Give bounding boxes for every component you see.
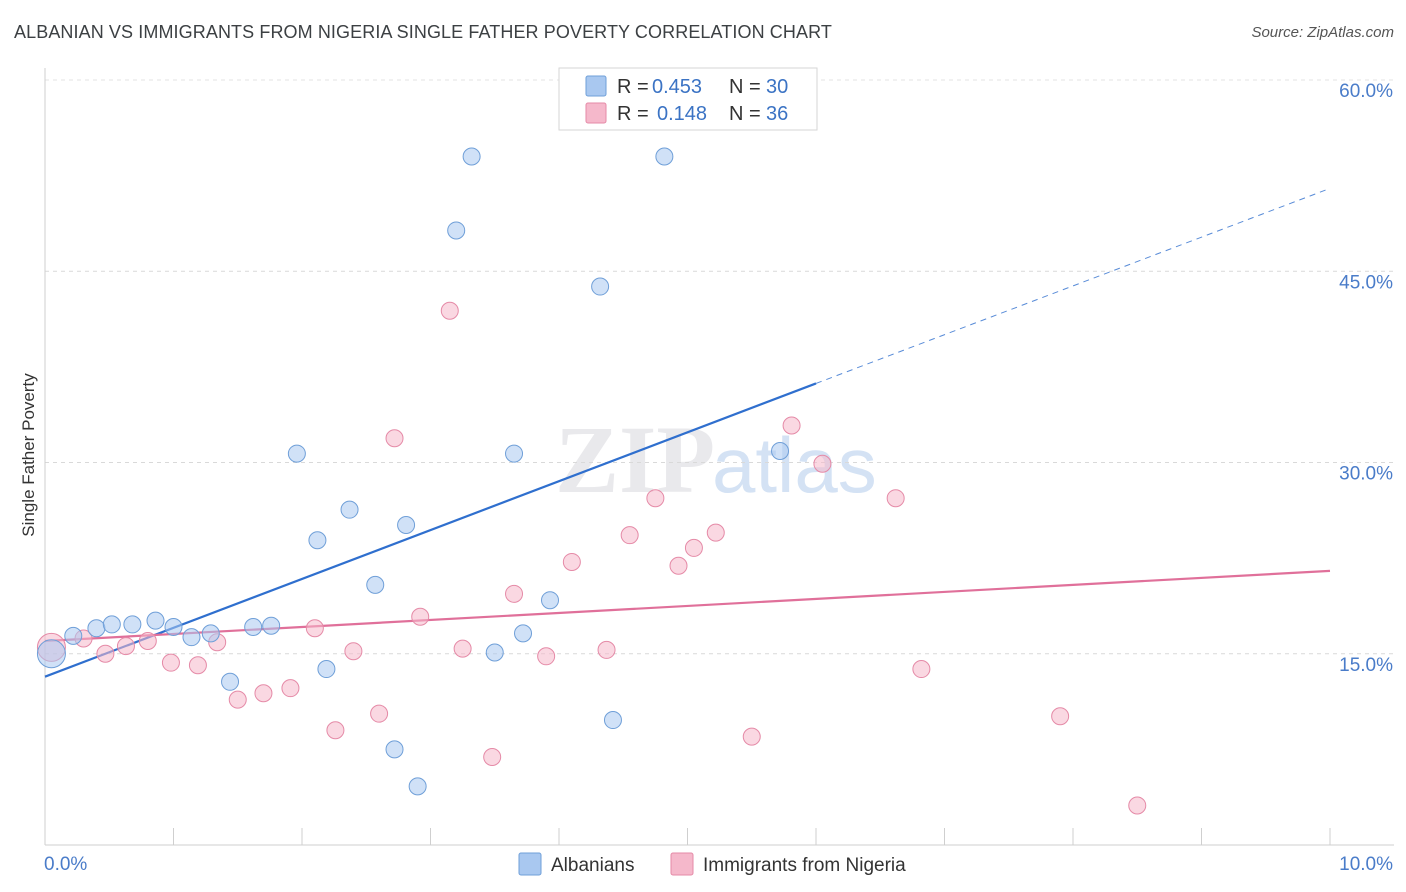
legend-swatch-nigeria <box>585 102 607 124</box>
nigeria-point <box>483 748 502 767</box>
nigeria-point <box>782 416 801 435</box>
albanians-point <box>505 444 524 463</box>
watermark-zip: ZIP <box>555 406 715 513</box>
source-label: Source: ZipAtlas.com <box>1251 24 1394 41</box>
nigeria-point <box>116 637 135 656</box>
trend-line <box>44 382 817 678</box>
nigeria-point <box>742 727 761 746</box>
albanians-point <box>221 672 240 691</box>
albanians-point <box>655 147 674 166</box>
nigeria-point <box>537 647 556 666</box>
albanians-point <box>485 643 504 662</box>
nigeria-point <box>138 632 157 650</box>
tick-labels: 15.0% 30.0% 45.0% 60.0% 0.0% 10.0% <box>44 81 1393 875</box>
legend-n-value: 36 <box>766 103 788 125</box>
nigeria-point <box>886 489 905 508</box>
albanians-point <box>340 500 359 519</box>
albanians-point <box>36 639 66 669</box>
albanians-point <box>771 442 790 461</box>
albanians-point <box>514 624 533 643</box>
nigeria-point <box>305 619 324 638</box>
nigeria-point <box>912 660 931 679</box>
nigeria-point <box>344 642 363 661</box>
nigeria-point <box>1051 707 1070 726</box>
albanians-point <box>244 617 263 636</box>
legend-r-label: R = <box>617 103 649 125</box>
albanians-point <box>385 740 404 759</box>
nigeria-point <box>411 607 430 626</box>
albanians-point <box>541 591 560 610</box>
data-points <box>36 147 1147 815</box>
albanians-point <box>64 626 83 645</box>
series-legend-swatch-albanians <box>518 852 542 876</box>
albanians-point <box>201 624 220 643</box>
series-legend: Albanians Immigrants from Nigeria <box>518 852 906 876</box>
legend-r-value: 0.453 <box>652 76 702 98</box>
albanians-point <box>447 221 466 240</box>
albanians-point <box>308 531 327 550</box>
albanians-point <box>182 628 201 647</box>
nigeria-point <box>96 644 115 663</box>
legend-swatch-albanians <box>585 75 607 97</box>
albanians-point <box>287 444 306 463</box>
axes <box>44 68 1394 846</box>
nigeria-point <box>620 526 639 545</box>
correlation-legend: R = 0.453 N = 30 R = 0.148 N = 36 <box>558 67 818 131</box>
legend-n-label: N = <box>729 76 761 98</box>
albanians-point <box>603 711 622 730</box>
legend-r-label: R = <box>617 76 649 98</box>
nigeria-point <box>254 684 273 703</box>
nigeria-point <box>1128 796 1147 815</box>
watermark-atlas: atlas <box>712 421 877 509</box>
trend-lines <box>44 187 1331 678</box>
albanians-point <box>591 277 610 296</box>
y-tick-label: 15.0% <box>1339 655 1393 676</box>
nigeria-point <box>646 489 665 508</box>
albanians-point <box>146 611 165 630</box>
trend-line-extension <box>815 187 1331 384</box>
series-legend-nigeria: Immigrants from Nigeria <box>703 855 906 876</box>
nigeria-point <box>706 523 725 542</box>
legend-n-label: N = <box>729 103 761 125</box>
albanians-point <box>123 615 142 634</box>
y-axis-label: Single Father Poverty <box>19 373 38 537</box>
y-tick-label: 30.0% <box>1339 464 1393 485</box>
nigeria-point <box>597 640 616 659</box>
grid-lines <box>45 79 1394 655</box>
albanians-point <box>408 777 427 796</box>
y-tick-label: 45.0% <box>1339 272 1393 293</box>
nigeria-point <box>370 704 389 723</box>
nigeria-point <box>228 690 247 709</box>
y-tick-label: 60.0% <box>1339 81 1393 102</box>
nigeria-point <box>453 639 472 658</box>
albanians-point <box>397 515 416 534</box>
albanians-point <box>366 575 385 594</box>
nigeria-point <box>562 552 581 571</box>
nigeria-point <box>281 679 300 698</box>
nigeria-point <box>684 538 703 557</box>
x-tick-label: 0.0% <box>44 854 87 875</box>
nigeria-point <box>669 556 688 575</box>
nigeria-point <box>188 656 207 675</box>
series-legend-swatch-nigeria <box>670 852 694 876</box>
legend-n-value: 30 <box>766 76 788 98</box>
nigeria-point <box>813 454 832 473</box>
nigeria-point <box>385 429 404 448</box>
nigeria-point <box>440 301 459 320</box>
nigeria-point <box>326 721 345 740</box>
nigeria-point <box>505 584 524 603</box>
chart-title: ALBANIAN VS IMMIGRANTS FROM NIGERIA SING… <box>14 22 832 42</box>
albanians-point <box>317 660 336 679</box>
albanians-point <box>262 616 281 635</box>
albanians-point <box>164 617 183 636</box>
x-tick-label: 10.0% <box>1339 854 1393 875</box>
nigeria-point <box>161 653 180 672</box>
albanians-point <box>102 615 121 634</box>
series-legend-albanians: Albanians <box>551 855 634 876</box>
albanians-point <box>87 619 106 638</box>
trend-line <box>44 569 1331 643</box>
albanians-point <box>462 147 481 166</box>
legend-r-value: 0.148 <box>657 103 707 125</box>
